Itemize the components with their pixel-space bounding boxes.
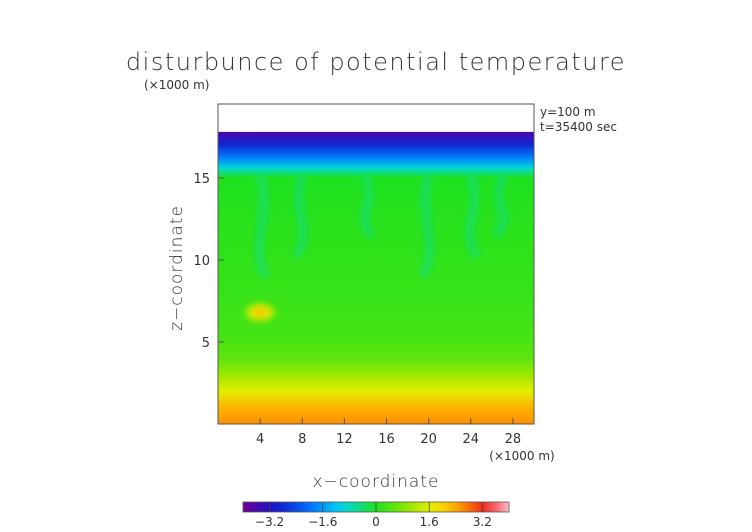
plot-frame	[217, 103, 535, 425]
plot-area	[218, 104, 534, 424]
chart-title: disturbunce of potential temperature	[126, 48, 626, 76]
hot-spot-core	[254, 308, 267, 317]
x-tick-label: 28	[505, 432, 522, 447]
x-units-label: (×1000 m)	[489, 449, 554, 463]
colorbar-ticks: −3.2 −1.6 0 1.6 3.2	[255, 502, 492, 529]
heatmap-field	[218, 131, 534, 424]
y-axis-ticks: 5 10 15	[193, 172, 224, 351]
plume-streak	[360, 173, 376, 240]
plume-streak	[465, 173, 481, 259]
plume-streak	[292, 173, 308, 259]
annotation-y: y=100 m	[540, 105, 596, 119]
x-axis-label: x−coordinate	[313, 472, 440, 492]
annotation-time: t=35400 sec	[540, 120, 617, 134]
colorbar-tick-label: 3.2	[473, 515, 492, 529]
x-tick-label: 8	[298, 432, 306, 447]
colorbar-tick-label: −3.2	[255, 515, 284, 529]
plume-overlay	[254, 173, 508, 279]
plume-streak	[254, 173, 271, 279]
colorbar-tick-label: −1.6	[308, 515, 337, 529]
plume-streak	[492, 173, 508, 240]
x-tick-label: 20	[420, 432, 437, 447]
colorbar-tick-label: 1.6	[420, 515, 439, 529]
y-axis-label: z−coordinate	[167, 205, 187, 331]
x-tick-label: 4	[256, 432, 264, 447]
x-tick-label: 24	[463, 432, 480, 447]
y-tick-label: 15	[193, 172, 210, 187]
y-tick-label: 5	[202, 336, 210, 351]
plume-streak	[418, 173, 435, 279]
y-tick-label: 10	[193, 254, 210, 269]
x-tick-label: 12	[336, 432, 353, 447]
x-axis-ticks: 4 8 12 16 20 24 28	[256, 418, 521, 447]
x-tick-label: 16	[378, 432, 395, 447]
colorbar-tick-label: 0	[372, 515, 380, 529]
top-units-label: (×1000 m)	[144, 78, 209, 92]
